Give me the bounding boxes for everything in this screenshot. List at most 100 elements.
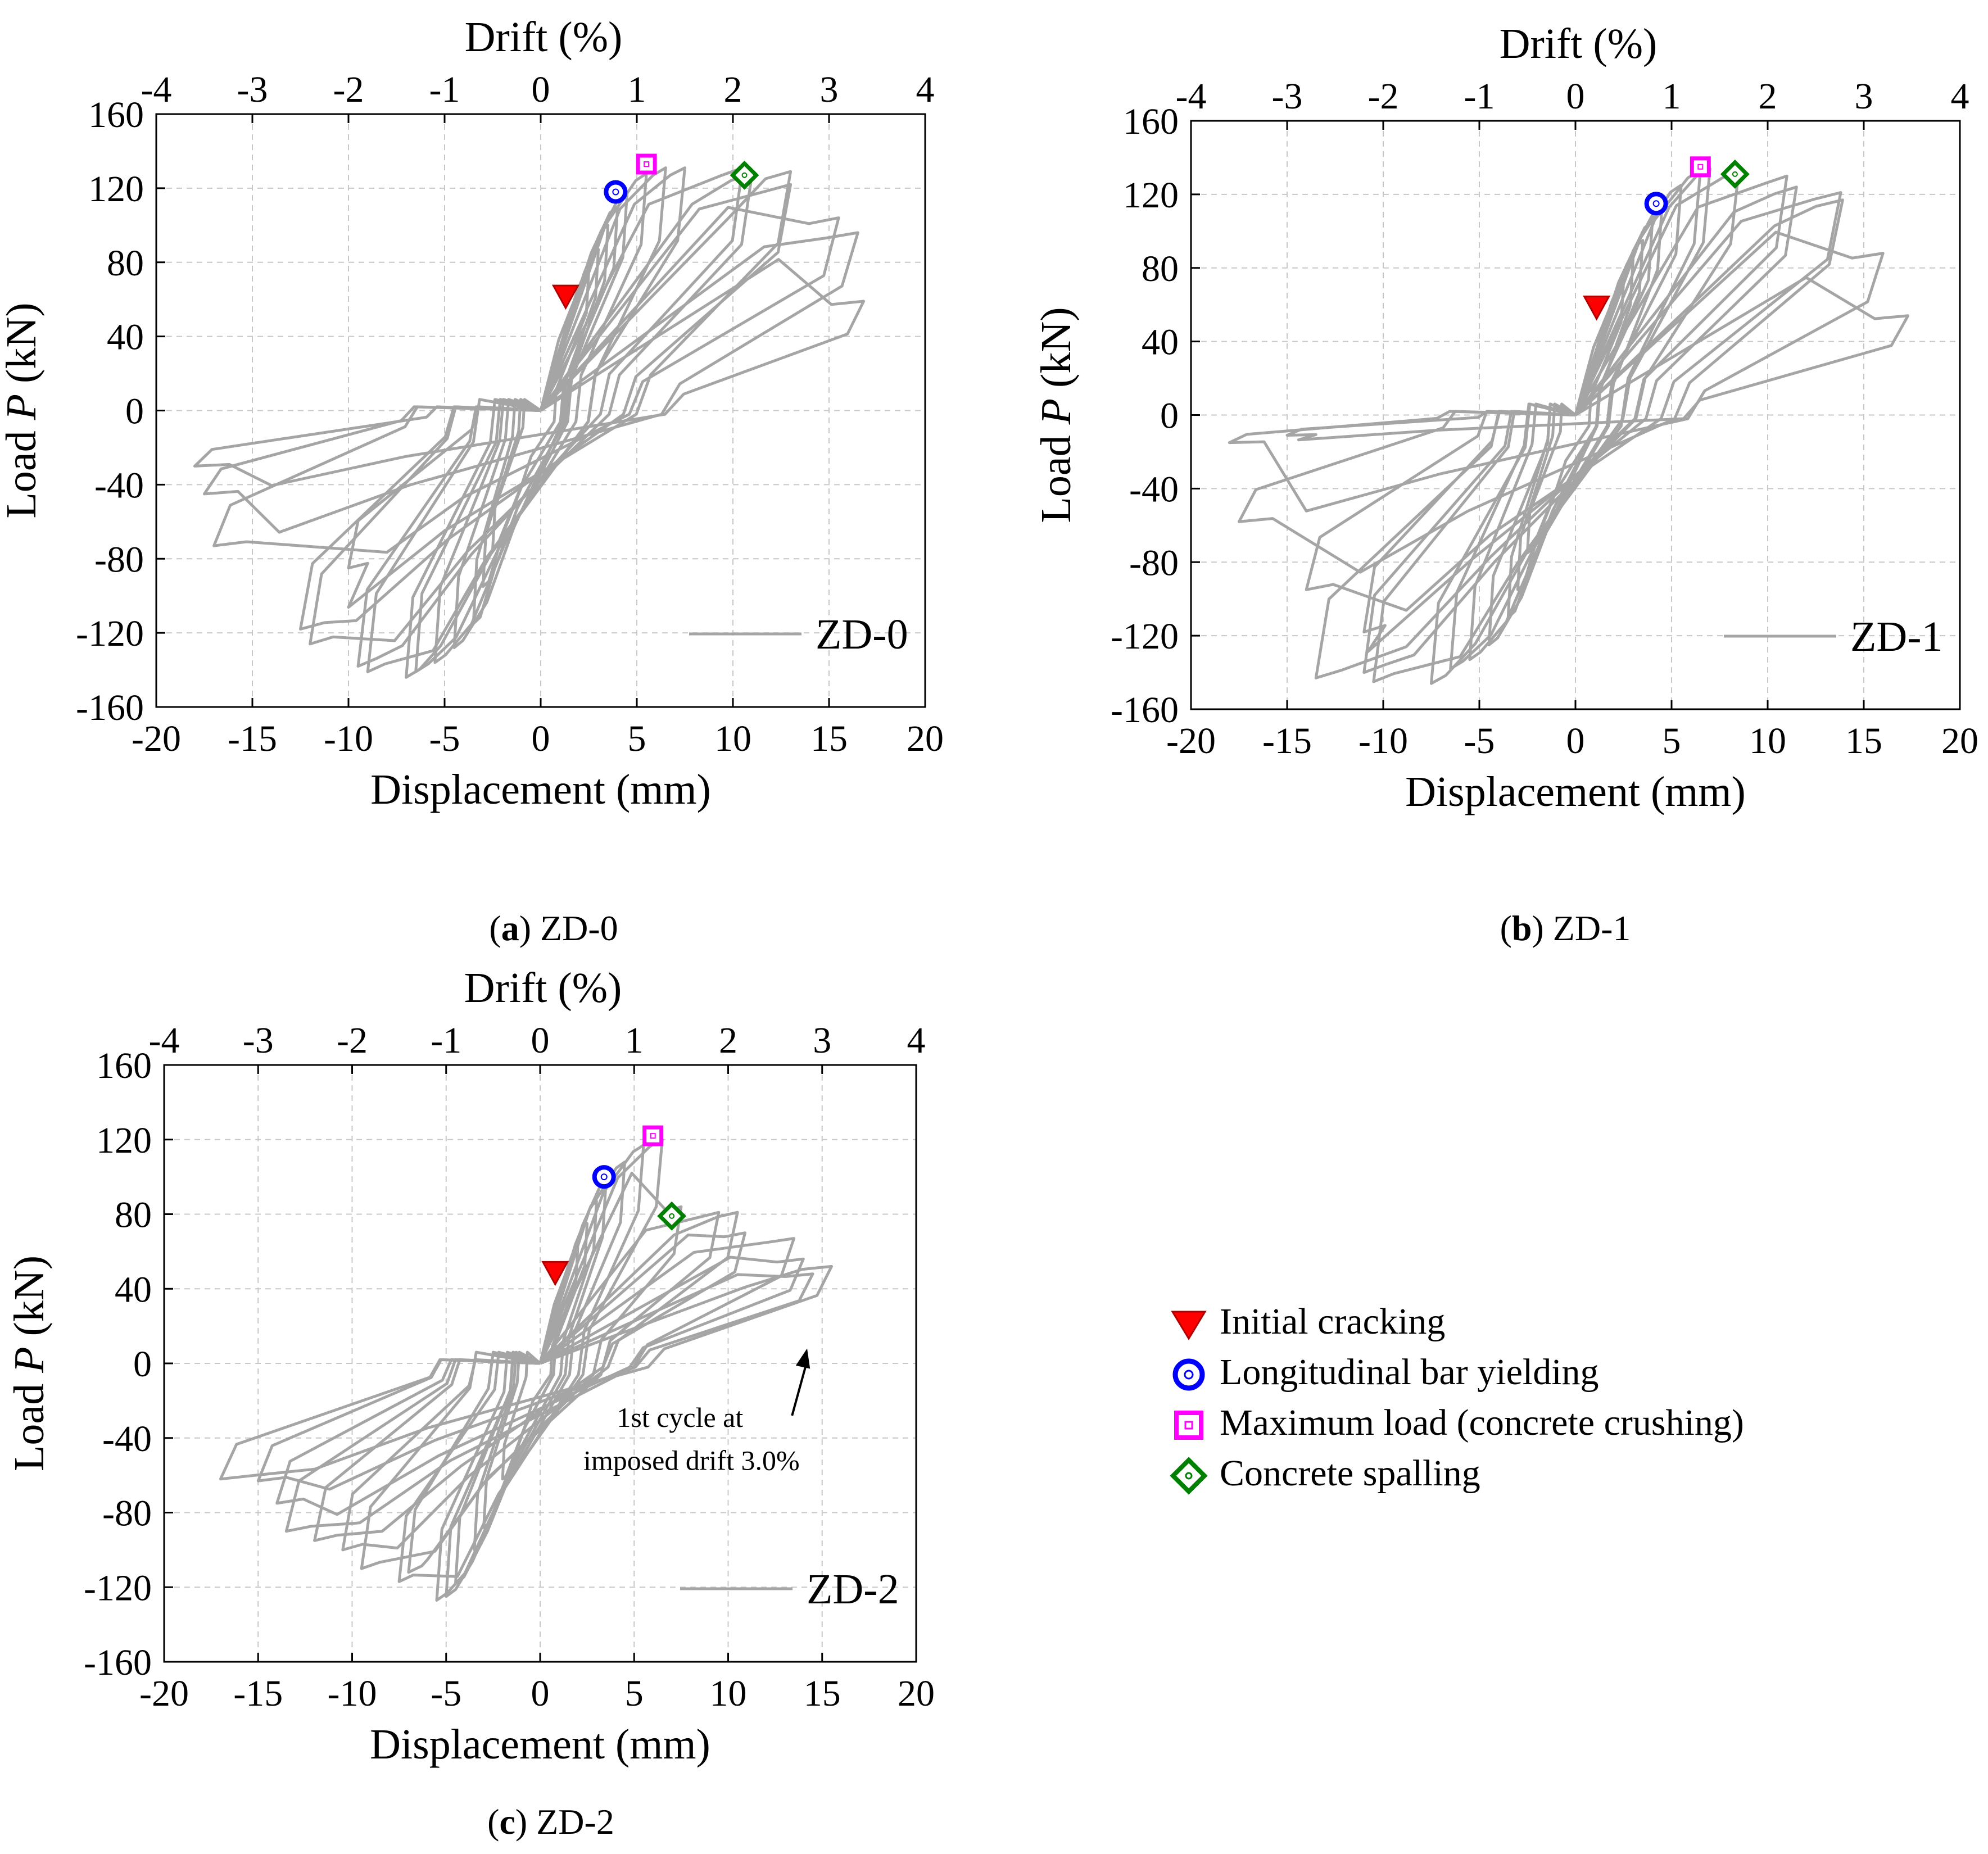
top-x-tick-label: 0 [532, 69, 550, 110]
x-tick-label: -15 [1262, 720, 1312, 761]
y-tick-label: 40 [107, 317, 144, 358]
top-x-tick-label: -2 [1368, 76, 1399, 117]
hysteresis-cycle [341, 1211, 739, 1552]
x-tick-label: 15 [810, 718, 848, 759]
x-tick-label: 0 [531, 1673, 550, 1714]
legend-item-yielding: Longitudinal bar yielding [1169, 1349, 1956, 1399]
hysteresis-cycle [219, 1264, 833, 1481]
y-tick-label: -80 [94, 539, 144, 580]
x-tick-label: -5 [1464, 720, 1495, 761]
marker-concrete-spalling-center [1732, 171, 1738, 177]
top-x-tick-label: 1 [625, 1020, 644, 1061]
marker-legend: Initial cracking Longitudinal bar yieldi… [1169, 1298, 1956, 1501]
annotation-arrow [791, 1360, 808, 1416]
x-tick-label: -20 [132, 718, 181, 759]
y-tick-label: 80 [1142, 248, 1179, 289]
hysteresis-cycle [366, 166, 686, 673]
hysteresis-cycle [193, 258, 866, 487]
y-axis-title: Load P (kN) [1033, 307, 1080, 523]
y-tick-label: 40 [1142, 322, 1179, 363]
series-legend-label: ZD-2 [807, 1566, 899, 1613]
annotation-line-2: imposed drift 3.0% [583, 1444, 800, 1476]
x-tick-label: -10 [328, 1673, 377, 1714]
event-markers-c [541, 1125, 687, 1286]
hysteresis-curve-a [193, 166, 866, 679]
x-tick-label: -5 [429, 718, 460, 759]
y-tick-label: 120 [88, 169, 144, 210]
y-tick-label: -40 [1129, 469, 1179, 510]
x-tick-label: -15 [228, 718, 277, 759]
y-tick-label: 80 [107, 243, 144, 284]
y-tick-label: -120 [84, 1567, 152, 1608]
hysteresis-cycle [1305, 191, 1842, 612]
chart-c: -20 -15 -10 -5 0 5 10 15 20-4 -3 -2 -1 0 1 2 3 4-160-120… [6, 964, 935, 1768]
caption-a: (a) ZD-0 [489, 908, 618, 948]
hysteresis-cycle [299, 183, 793, 631]
x-tick-label: -15 [233, 1673, 283, 1714]
chart-b: -20 -15 -10 -5 0 5 10 15 20-4 -3 -2 -1 0 1 2 3 4-160-120… [1033, 20, 1978, 815]
top-x-tick-label: 1 [1663, 76, 1681, 117]
x-axis-title: Displacement (mm) [1405, 768, 1746, 815]
top-x-tick-label: 1 [628, 69, 646, 110]
marker-maximum-load-center [644, 161, 650, 167]
hysteresis-cycle [1285, 276, 1910, 442]
event-markers-a [551, 153, 759, 310]
hysteresis-cycle [435, 1144, 645, 1602]
x-tick-label: 10 [714, 718, 751, 759]
x-tick-label: -20 [1166, 720, 1216, 761]
marker-bar-yielding-center [1652, 200, 1660, 207]
marker-concrete-spalling [657, 1201, 687, 1231]
marker-initial-cracking [551, 284, 579, 310]
marker-bar-yielding [1644, 192, 1668, 216]
top-x-axis-title: Drift (%) [1500, 20, 1658, 67]
marker-maximum-load [1690, 156, 1711, 178]
top-x-tick-label: 3 [820, 69, 839, 110]
y-tick-label: -40 [102, 1418, 152, 1459]
caption-c: (c) ZD-2 [487, 1802, 614, 1842]
hysteresis-cycle [1228, 230, 1885, 513]
triangle-down-icon [1171, 1311, 1207, 1340]
hysteresis-cycle [284, 1237, 796, 1533]
top-x-tick-label: -4 [1176, 76, 1207, 117]
event-markers-b [1583, 156, 1750, 321]
x-tick-label: 5 [628, 718, 646, 759]
marker-concrete-spalling-center [741, 172, 748, 178]
y-tick-label: -160 [84, 1642, 152, 1683]
x-tick-label: 0 [1566, 720, 1585, 761]
x-tick-label: 20 [898, 1673, 935, 1714]
diamond-icon [1170, 1457, 1208, 1495]
annotation-line-1: 1st cycle at [617, 1402, 743, 1433]
marker-bar-yielding [604, 180, 628, 204]
y-tick-label: 160 [1123, 101, 1179, 142]
hysteresis-cycle [203, 231, 859, 534]
hysteresis-cycle [1314, 174, 1788, 679]
marker-maximum-load [636, 153, 657, 175]
hysteresis-cycle [212, 206, 840, 554]
legend-label-cracking: Initial cracking [1220, 1301, 1446, 1342]
y-tick-label: -80 [102, 1493, 152, 1534]
caption-b: (b) ZD-1 [1500, 908, 1631, 948]
y-tick-label: 0 [1160, 396, 1179, 437]
top-x-tick-label: 4 [907, 1020, 926, 1061]
top-x-axis-title: Drift (%) [464, 964, 622, 1012]
legend-item-spalling: Concrete spalling [1169, 1450, 1956, 1501]
y-tick-label: -160 [76, 687, 144, 728]
marker-maximum-load [642, 1125, 664, 1146]
top-x-tick-label: 4 [1951, 76, 1969, 117]
series-legend-label: ZD-1 [1850, 613, 1943, 660]
top-x-tick-label: -4 [141, 69, 172, 110]
hysteresis-cycle [1238, 198, 1844, 574]
y-tick-label: 40 [115, 1269, 152, 1310]
x-axis-title: Displacement (mm) [370, 1721, 710, 1768]
y-tick-label: -80 [1129, 542, 1179, 583]
y-tick-label: 160 [96, 1045, 152, 1086]
y-tick-label: -120 [76, 613, 144, 654]
y-tick-label: 0 [125, 391, 144, 432]
top-x-tick-label: -2 [337, 1020, 368, 1061]
marker-concrete-spalling [1720, 159, 1750, 189]
x-tick-label: -10 [1358, 720, 1408, 761]
top-x-tick-label: 2 [724, 69, 742, 110]
y-tick-label: -120 [1111, 616, 1179, 657]
hysteresis-cycle [313, 1231, 747, 1542]
